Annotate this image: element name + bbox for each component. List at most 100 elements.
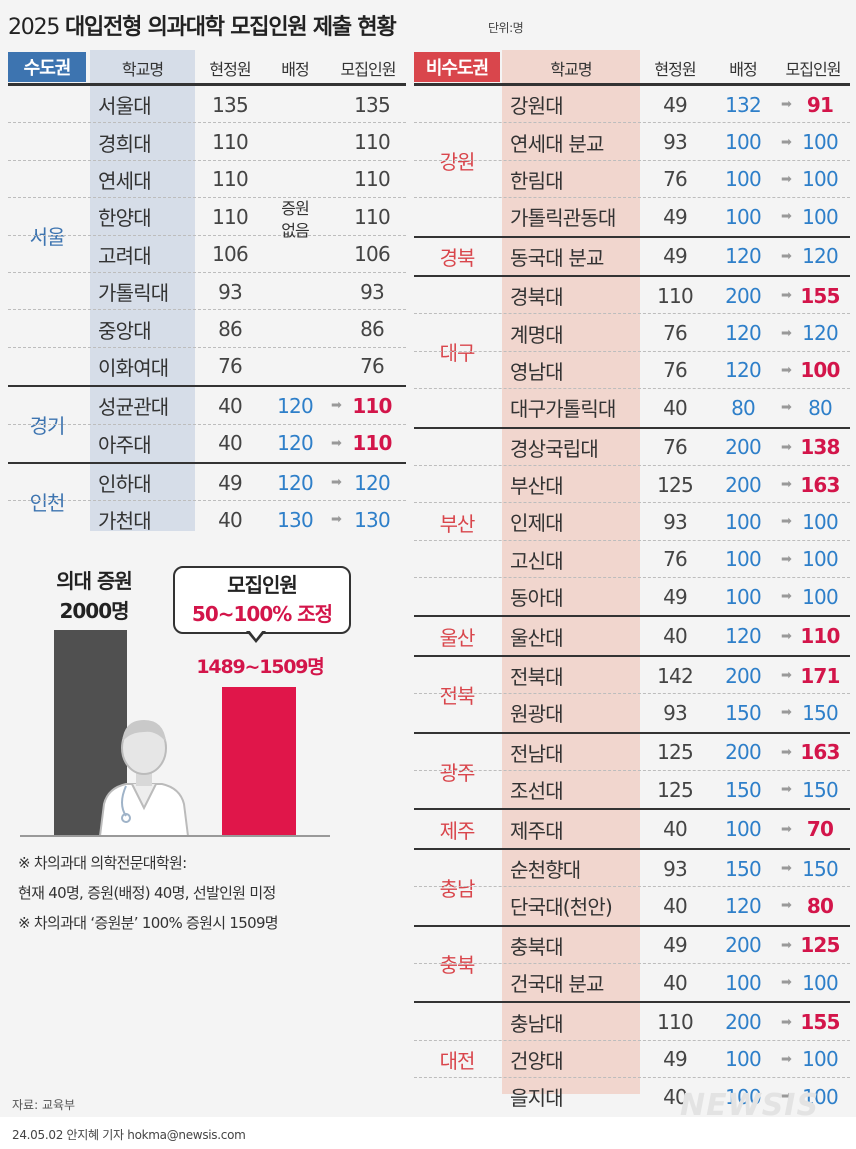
arrow-icon: ➡ — [780, 209, 792, 225]
table-row: 가톨릭관동대 49 100 ➡ 100 — [414, 198, 850, 235]
table-row: 건양대 49 100 ➡ 100 — [414, 1041, 850, 1079]
region-label: 충남 — [439, 876, 476, 901]
school-name: 충남대 — [510, 1011, 564, 1036]
table-row: 서울대 135 135 — [8, 86, 406, 124]
recruit-count: 100 — [802, 970, 839, 995]
no-increase-note: 증원 없음 — [265, 198, 325, 242]
current-quota: 86 — [218, 317, 243, 342]
recruit-count: 150 — [802, 856, 839, 881]
allocated-quota: 100 — [725, 204, 762, 229]
row-divider — [414, 350, 850, 352]
current-quota: 125 — [657, 777, 694, 802]
school-name: 인하대 — [98, 472, 152, 497]
recruit-count: 163 — [800, 472, 840, 497]
table-row: 경북대 110 200 ➡ 155 — [414, 277, 850, 315]
arrow-icon: ➡ — [780, 134, 792, 150]
school-name: 부산대 — [510, 474, 564, 499]
school-name: 한림대 — [510, 168, 564, 193]
current-quota: 93 — [663, 856, 688, 881]
noncapital-table-header: 비수도권 학교명 현정원 배정 모집인원 — [414, 50, 850, 86]
allocated-quota: 100 — [725, 1047, 762, 1072]
region-group: 부산 경상국립대 76 200 ➡ 138 부산대 125 200 ➡ 163 인제대 93 100 ➡ 10… — [414, 426, 850, 616]
current-quota: 49 — [663, 584, 688, 609]
recruit-count: 100 — [802, 547, 839, 572]
current-quota: 40 — [218, 431, 243, 456]
region-label: 서울 — [29, 225, 66, 250]
school-name: 동국대 분교 — [510, 245, 604, 270]
allocated-quota: 100 — [725, 1084, 762, 1109]
current-quota: 40 — [663, 893, 688, 918]
school-name: 이화여대 — [98, 355, 169, 380]
region-label: 제주 — [439, 818, 476, 843]
arrow-icon: ➡ — [330, 435, 342, 451]
current-quota: 142 — [657, 663, 694, 688]
current-quota: 40 — [663, 624, 688, 649]
noncapital-school-column-shade — [502, 50, 640, 1094]
allocated-quota: 120 — [725, 244, 762, 269]
current-quota: 110 — [212, 204, 249, 229]
school-name: 순천향대 — [510, 858, 581, 882]
recruit-count: 100 — [802, 130, 839, 155]
capital-school-column-shade — [90, 50, 195, 531]
recruit-count: 100 — [802, 167, 839, 192]
arrow-icon: ➡ — [780, 325, 792, 341]
recruit-count: 100 — [800, 358, 840, 383]
non-capital-table: 비수도권 학교명 현정원 배정 모집인원 강원 강원대 49 132 ➡ 91 연세대 분교… — [414, 50, 850, 1116]
noncapital-table-body: 강원 강원대 49 132 ➡ 91 연세대 분교 93 100 ➡ 100 한림대 76 100 ➡ 100… — [414, 86, 850, 1116]
header-alloc: 배정 — [281, 60, 309, 79]
row-divider — [414, 770, 850, 772]
unit-label: 단위:명 — [488, 21, 524, 35]
region-group: 광주 전남대 125 200 ➡ 163 조선대 125 150 ➡ 150 — [414, 731, 850, 809]
table-row: 전북대 142 200 ➡ 171 — [414, 657, 850, 695]
recruit-count: 110 — [354, 204, 391, 229]
arrow-icon: ➡ — [780, 975, 792, 991]
region-group: 서울 서울대 135 135 경희대 110 110 연세대 110 110 한양대 110 110 고려… — [8, 86, 406, 385]
recruit-count: 163 — [800, 740, 840, 765]
no-increase-line2: 없음 — [281, 221, 309, 240]
recruit-count: 135 — [354, 92, 391, 117]
region-label: 부산 — [439, 511, 476, 536]
header-school: 학교명 — [121, 60, 164, 79]
allocated-quota: 80 — [731, 395, 756, 420]
table-row: 충남대 110 200 ➡ 155 — [414, 1003, 850, 1041]
recruit-count: 80 — [806, 893, 834, 918]
region-group: 대구 경북대 110 200 ➡ 155 계명대 76 120 ➡ 120 영남대 76 120 ➡ 100 대… — [414, 274, 850, 427]
current-quota: 76 — [663, 167, 688, 192]
school-name: 연세대 분교 — [510, 131, 604, 156]
region-label: 전북 — [439, 683, 476, 708]
recruit-count: 150 — [802, 700, 839, 725]
row-divider — [414, 122, 850, 124]
allocated-quota: 200 — [725, 283, 762, 308]
current-quota: 110 — [657, 283, 694, 308]
recruit-count: 100 — [802, 204, 839, 229]
allocated-quota: 100 — [725, 509, 762, 534]
note-line-1: ※ 차의과대 의학전문대학원: — [18, 854, 187, 872]
arrow-icon: ➡ — [780, 1014, 792, 1030]
recruit-count: 86 — [360, 317, 385, 342]
current-quota: 40 — [218, 507, 243, 532]
school-name: 한양대 — [98, 206, 152, 231]
noncapital-tag: 비수도권 — [414, 52, 500, 82]
arrow-icon: ➡ — [780, 821, 792, 837]
current-quota: 125 — [657, 740, 694, 765]
region-label: 울산 — [439, 625, 476, 650]
arrow-icon: ➡ — [780, 782, 792, 798]
callout-tail-inner — [249, 630, 263, 639]
table-row: 동아대 49 100 ➡ 100 — [414, 578, 850, 615]
school-name: 가톨릭관동대 — [510, 206, 616, 231]
school-name: 단국대(천안) — [510, 895, 613, 920]
arrow-icon: ➡ — [780, 705, 792, 721]
table-row: 제주대 40 100 ➡ 70 — [414, 810, 850, 847]
allocated-quota: 200 — [725, 663, 762, 688]
current-quota: 76 — [218, 354, 243, 379]
school-name: 울산대 — [510, 625, 564, 650]
allocated-quota: 120 — [725, 893, 762, 918]
current-quota: 93 — [218, 279, 243, 304]
table-row: 연세대 110 110 — [8, 161, 406, 199]
header-recruit: 모집인원 — [785, 60, 842, 79]
current-quota: 93 — [663, 509, 688, 534]
increase-label-line1: 의대 증원 — [56, 569, 133, 593]
credit-line: 24.05.02 안지혜 기자 hokma@newsis.com — [12, 1128, 246, 1142]
header-school: 학교명 — [550, 60, 592, 79]
recruit-count: 155 — [800, 283, 840, 308]
